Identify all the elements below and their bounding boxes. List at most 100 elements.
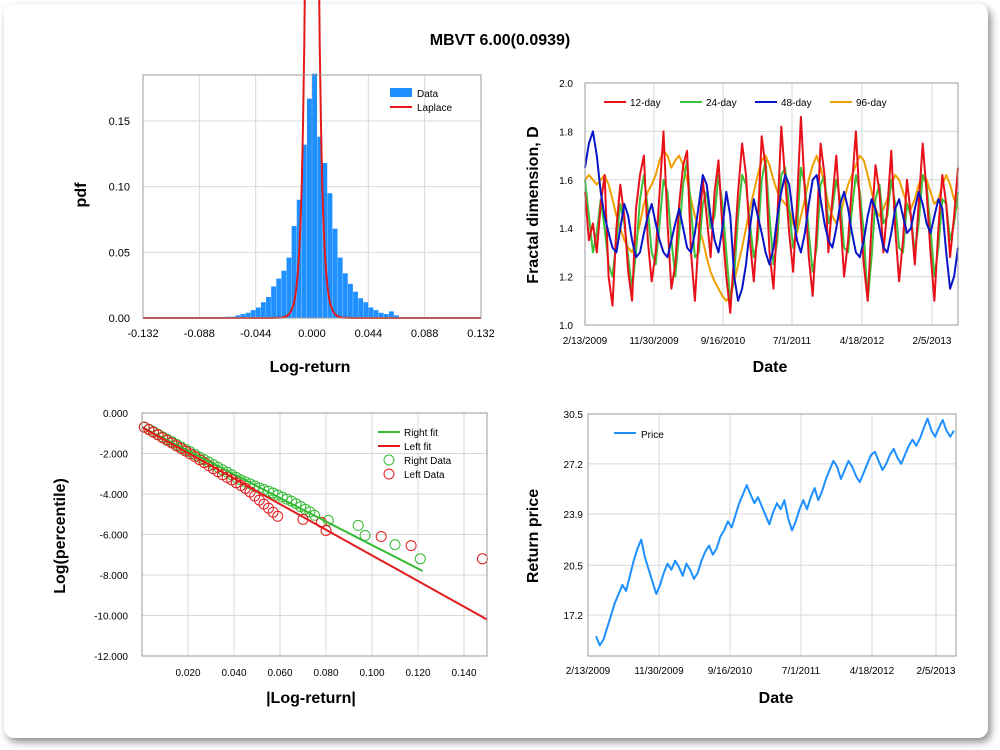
hist-bar [327, 193, 333, 318]
legend-right-data-label: Right Data [404, 456, 452, 467]
hist-x-tick-label: -0.132 [127, 328, 158, 340]
tail-x-axis-title: |Log-return| [266, 690, 356, 707]
legend-laplace-label: Laplace [417, 103, 452, 114]
tail-plot-frame [141, 412, 488, 657]
fractal-y-tick-label: 1.2 [559, 273, 573, 284]
price-x-tick-label: 2/5/2013 [917, 666, 956, 677]
hist-x-tick-label: 0.000 [298, 328, 326, 340]
price-line [595, 417, 955, 647]
hist-y-axis-title: pdf [73, 182, 90, 208]
hist-plot-frame [142, 74, 482, 319]
price-plot-frame [587, 413, 957, 657]
price-x-tick-label: 4/18/2012 [850, 666, 895, 677]
price-x-tick-label: 9/16/2010 [708, 666, 753, 677]
hist-bar [281, 270, 287, 318]
tail-y-tick-label: -6.000 [100, 531, 129, 542]
hist-bar [301, 144, 307, 318]
left-data-point [320, 524, 332, 536]
hist-bar [291, 226, 297, 318]
fractal-x-tick-label: 9/16/2010 [701, 336, 746, 347]
figure-title: MBVT 6.00(0.0939) [429, 32, 571, 49]
tail-y-tick-label: -8.000 [100, 571, 129, 582]
fractal-x-tick-label: 2/13/2009 [563, 336, 608, 347]
fractal-y-tick-label: 1.4 [559, 224, 573, 235]
legend-data-label: Data [417, 89, 439, 100]
tail-y-tick-label: -12.000 [94, 652, 128, 663]
price-legend-label: Price [641, 430, 664, 441]
hist-y-tick-label: 0.00 [109, 313, 130, 325]
legend-data-swatch [390, 88, 412, 97]
hist-x-tick-label: 0.132 [467, 328, 495, 340]
hist-bar [368, 307, 374, 318]
hist-bar [342, 273, 348, 318]
hist-bar [394, 315, 399, 318]
tail-y-tick-label: -2.000 [100, 450, 129, 461]
hist-bar [307, 98, 312, 318]
legend-left-data-swatch [383, 468, 395, 480]
hist-y-tick-label: 0.10 [109, 182, 130, 194]
hist-y-tick-label: 0.05 [109, 247, 130, 259]
price-y-tick-label: 23.9 [564, 510, 584, 521]
left-data-point [405, 540, 417, 552]
fractal-x-axis-title: Date [753, 359, 788, 376]
hist-bar [286, 257, 292, 318]
fractal-legend-label: 12-day [630, 98, 661, 109]
hist-bar [260, 302, 266, 318]
tail-x-tick-label: 0.060 [267, 668, 292, 679]
series-96-day-line [584, 149, 959, 302]
price-x-axis-title: Date [759, 690, 794, 707]
hist-bar [271, 286, 277, 318]
hist-bar [266, 296, 271, 318]
price-y-tick-label: 17.2 [564, 611, 584, 622]
tail-y-tick-label: -10.000 [94, 612, 128, 623]
right-data-point [309, 509, 320, 521]
fractal-y-tick-label: 1.8 [559, 127, 573, 138]
series-12-day-line [584, 115, 959, 314]
hist-bar [337, 257, 343, 318]
hist-bar [250, 310, 256, 318]
right-data-point [414, 553, 426, 565]
legend-left-data-label: Left Data [404, 470, 445, 481]
fractal-y-tick-label: 1.6 [559, 176, 573, 187]
price-x-tick-label: 2/13/2009 [566, 666, 611, 677]
series-24-day-line [584, 159, 959, 302]
fractal-y-tick-label: 1.0 [559, 321, 573, 332]
fractal-y-axis-title: Fractal dimension, D [525, 126, 542, 283]
tail-y-axis-title: Log(percentile) [52, 478, 69, 594]
tail-x-tick-label: 0.140 [451, 668, 476, 679]
right-fit-line [141, 426, 424, 572]
hist-x-tick-label: 0.088 [411, 328, 439, 340]
fractal-x-tick-label: 4/18/2012 [840, 336, 885, 347]
hist-x-axis-title: Log-return [270, 359, 351, 376]
fractal-legend-label: 96-day [856, 98, 887, 109]
fractal-legend-label: 48-day [781, 98, 812, 109]
left-data-point [476, 553, 488, 565]
tail-x-tick-label: 0.040 [221, 668, 246, 679]
left-data-point [375, 531, 387, 543]
price-y-tick-label: 27.2 [564, 460, 584, 471]
hist-bar [255, 307, 261, 318]
fractal-x-tick-label: 7/1/2011 [773, 336, 812, 347]
hist-x-tick-label: -0.044 [240, 328, 271, 340]
fractal-y-tick-label: 2.0 [559, 79, 573, 90]
hist-x-tick-label: -0.088 [184, 328, 215, 340]
price-x-tick-label: 7/1/2011 [782, 666, 821, 677]
fractal-legend-label: 24-day [706, 98, 737, 109]
fractal-x-tick-label: 2/5/2013 [913, 336, 952, 347]
hist-bar [378, 312, 384, 318]
hist-y-tick-label: 0.15 [109, 116, 130, 128]
legend-right-data-swatch [383, 454, 395, 466]
hist-bar [240, 314, 246, 318]
hist-bar [358, 298, 364, 318]
hist-bar [317, 136, 323, 318]
hist-bar [332, 228, 338, 318]
price-y-tick-label: 30.5 [564, 410, 584, 421]
legend-left-fit-label: Left fit [404, 442, 431, 453]
legend-right-fit-label: Right fit [404, 428, 438, 439]
price-y-axis-title: Return price [525, 489, 542, 583]
hist-bar [363, 302, 369, 318]
tail-x-tick-label: 0.120 [405, 668, 430, 679]
right-data-point [352, 519, 364, 531]
right-data-point [263, 485, 274, 497]
